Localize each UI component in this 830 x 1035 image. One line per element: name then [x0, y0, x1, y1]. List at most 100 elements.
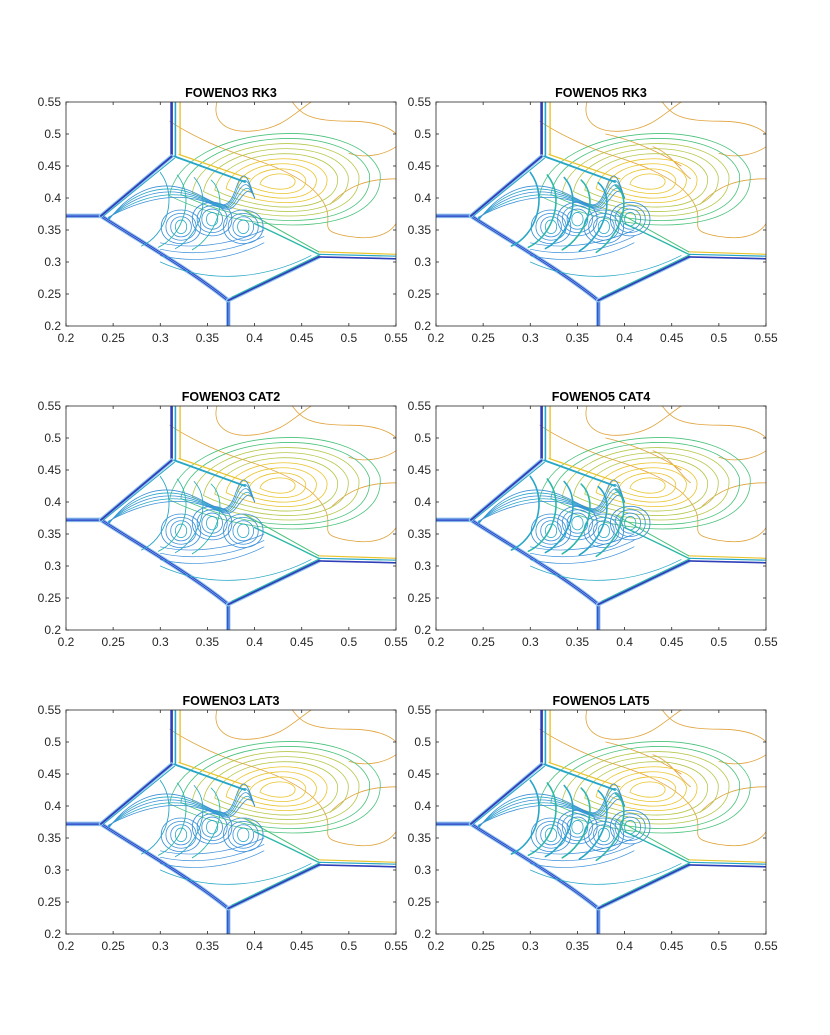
lower-contour: [159, 863, 312, 885]
inner-contour: [108, 187, 255, 219]
upper-diagonal-shock: [103, 461, 175, 521]
x-tick-label: 0.55: [384, 939, 408, 953]
right-shock-line: [687, 864, 766, 868]
inner-contour: [478, 783, 625, 829]
far-field-contour: [329, 786, 396, 813]
vortex-contour: [191, 447, 360, 521]
vortex-loop: [196, 813, 228, 841]
inner-contour: [478, 798, 625, 826]
vortex-loop: [540, 824, 562, 846]
x-tick-label: 0.5: [711, 939, 728, 953]
slip-line: [244, 818, 320, 861]
vortex-contour: [584, 457, 708, 512]
vortex-loop: [545, 523, 558, 538]
vortex-contour: [203, 756, 349, 820]
x-tick-label: 0.3: [152, 635, 169, 649]
x-tick-label: 0.5: [711, 635, 728, 649]
lower-bow-shock: [100, 519, 229, 605]
lower-right-shock: [601, 861, 692, 906]
vortex-loop: [561, 205, 593, 233]
x-tick-label: 0.45: [660, 635, 684, 649]
inner-contour: [108, 484, 255, 524]
y-tick-label: 0.5: [414, 431, 431, 445]
panel-3: 0.2 0.25 0.3 0.35 0.4 0.45 0.5 0.55 0.2 0.25 0.3 0.…: [408, 390, 778, 649]
upper-right-shock: [173, 155, 246, 183]
vortex-loop: [614, 813, 646, 841]
finger-contour: [578, 485, 608, 556]
vortex-loop: [201, 816, 223, 838]
y-tick-label: 0.45: [408, 463, 432, 477]
y-tick-label: 0.4: [414, 495, 431, 509]
upper-diagonal-shock: [100, 459, 173, 521]
lower-contour: [159, 844, 265, 862]
x-tick-label: 0.5: [341, 939, 358, 953]
x-tick-label: 0.3: [152, 939, 169, 953]
lower-right-shock: [601, 557, 692, 602]
inner-contour: [108, 798, 255, 826]
vortex-loop: [206, 516, 219, 531]
vortex-contour: [191, 751, 360, 825]
plot-area: [436, 102, 766, 326]
lower-contour: [529, 559, 682, 581]
y-tick-label: 0.35: [38, 223, 62, 237]
right-shock-line: [688, 253, 766, 257]
x-tick-label: 0.3: [522, 939, 539, 953]
lower-right-shock: [227, 864, 320, 910]
x-tick-label: 0.55: [384, 635, 408, 649]
x-tick-label: 0.55: [754, 939, 778, 953]
vortex-loop: [619, 208, 641, 230]
vortex-contour: [259, 173, 296, 190]
vortex-contour: [550, 138, 740, 221]
panel-2: 0.2 0.25 0.3 0.35 0.4 0.45 0.5 0.55 0.2 0.25 0.3 0.…: [38, 390, 408, 649]
lower-contour: [529, 540, 635, 558]
vortex-loop: [588, 517, 620, 545]
vortex-loop: [160, 209, 202, 244]
finger-contour: [527, 174, 557, 249]
vortex-loop: [610, 505, 651, 541]
slip-line: [253, 830, 320, 863]
vortex-contour: [629, 477, 666, 494]
vortex-contour: [191, 143, 360, 217]
slip-line: [253, 222, 320, 255]
finger-contour: [157, 782, 187, 856]
lower-contour: [159, 850, 265, 868]
finger-contour: [157, 174, 187, 248]
vortex-loop: [196, 509, 228, 537]
vortex-contour: [618, 472, 677, 498]
x-tick-label: 0.2: [58, 635, 75, 649]
axes-frame: [435, 405, 767, 631]
x-tick-label: 0.3: [152, 331, 169, 345]
upper-diagonal-shock: [100, 155, 173, 217]
vortex-loop: [624, 212, 637, 227]
vortex-contour: [248, 776, 307, 802]
lower-right-shock: [231, 861, 322, 906]
lower-contour: [159, 837, 265, 855]
vortex-loop: [170, 216, 192, 238]
vortex-contour: [180, 442, 370, 525]
vortex-contour: [248, 168, 307, 194]
vortex-contour: [225, 766, 328, 811]
vortex-loop: [160, 817, 202, 852]
inner-contour: [108, 783, 255, 829]
vortex-loop: [540, 520, 562, 542]
lower-contour: [159, 255, 312, 277]
vortex-contour: [203, 452, 349, 516]
vortex-contour: [573, 452, 719, 516]
x-tick-label: 0.4: [246, 939, 263, 953]
lower-bow-shock: [100, 215, 229, 301]
y-tick-label: 0.2: [414, 623, 431, 637]
vortex-loop: [160, 513, 202, 548]
contour-field: [66, 710, 396, 934]
upper-right-shock: [173, 459, 246, 487]
right-shock-line: [318, 859, 396, 863]
y-tick-label: 0.3: [44, 863, 61, 877]
vortex-loop: [191, 809, 233, 845]
far-field-contour: [169, 728, 396, 847]
lower-right-shock: [597, 255, 690, 302]
right-shock-line: [688, 859, 766, 863]
finger-contour: [140, 475, 170, 551]
vortex-loop: [545, 827, 558, 842]
vortex-loop: [545, 219, 558, 234]
y-tick-label: 0.55: [38, 95, 62, 109]
lower-bow-shock: [470, 519, 599, 605]
